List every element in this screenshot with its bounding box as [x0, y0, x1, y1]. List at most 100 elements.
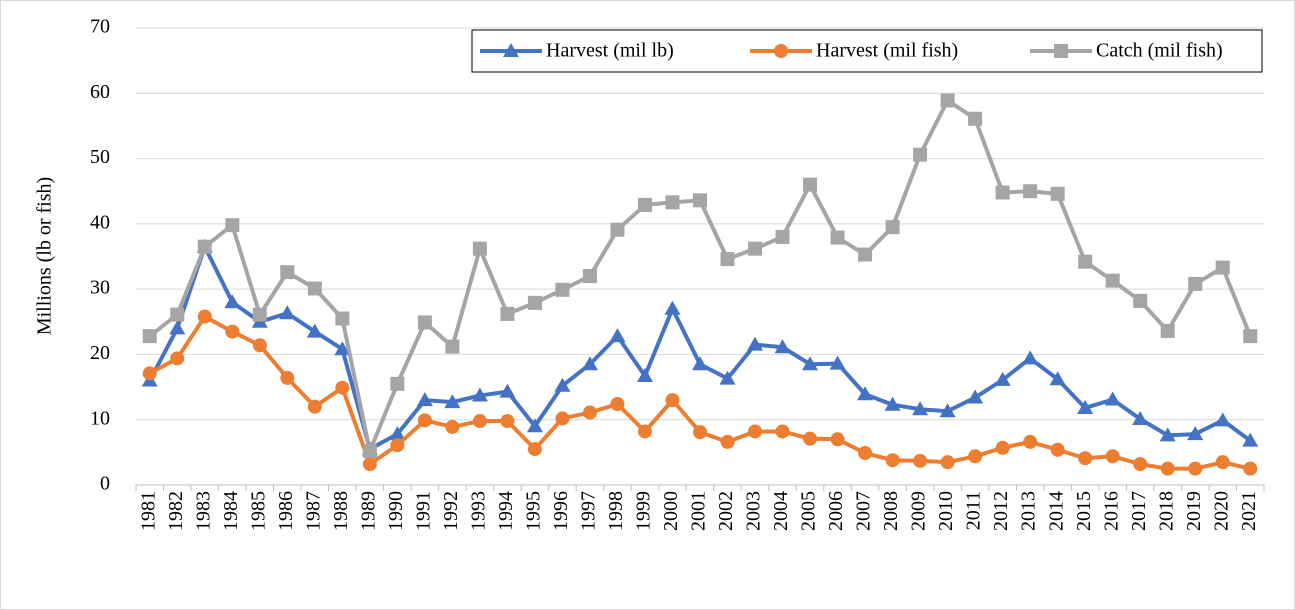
data-point — [1133, 293, 1148, 308]
data-point — [1077, 399, 1094, 414]
data-point — [637, 424, 652, 439]
data-point — [389, 426, 406, 441]
data-point — [1160, 323, 1175, 338]
data-point — [225, 218, 240, 233]
data-point — [1105, 273, 1120, 288]
data-point — [555, 411, 570, 426]
data-point — [1187, 426, 1204, 441]
data-point — [1078, 254, 1093, 269]
data-point — [747, 336, 764, 351]
data-point — [857, 386, 874, 401]
y-tick-label: 40 — [90, 211, 110, 233]
x-tick-label: 2008 — [880, 491, 902, 531]
data-point — [500, 414, 515, 429]
data-point — [445, 339, 460, 354]
data-point — [444, 394, 461, 409]
data-point — [1049, 371, 1066, 386]
x-tick-label: 2009 — [908, 491, 930, 531]
data-point — [142, 329, 157, 344]
data-point — [775, 229, 790, 244]
data-point — [1133, 457, 1148, 472]
x-tick-label: 2016 — [1100, 491, 1122, 531]
x-tick-label: 1989 — [357, 491, 379, 531]
data-point — [1050, 186, 1065, 201]
data-point — [334, 341, 351, 356]
x-tick-label: 1986 — [275, 491, 297, 531]
x-tick-label: 2001 — [688, 491, 710, 531]
data-point — [1023, 184, 1038, 199]
legend: Harvest (mil lb) Harvest (mil fish) Catch … — [471, 29, 1263, 73]
data-point — [335, 311, 350, 326]
data-point — [995, 185, 1010, 200]
data-point — [968, 449, 983, 464]
legend-label: Catch (mil fish) — [1096, 40, 1223, 62]
x-tick-label: 1985 — [247, 491, 269, 531]
data-point — [1104, 391, 1121, 406]
y-axis-label: Millions (lb or fish) — [34, 177, 56, 335]
data-point — [830, 230, 845, 245]
data-point — [582, 405, 597, 420]
x-tick-label: 1992 — [440, 491, 462, 531]
y-tick-label: 60 — [90, 81, 110, 103]
data-point — [1050, 442, 1065, 457]
legend-marker — [774, 44, 788, 58]
data-point — [664, 300, 681, 315]
data-point — [527, 442, 542, 457]
data-point — [720, 434, 735, 449]
data-point — [280, 370, 295, 385]
x-tick-label: 1993 — [467, 491, 489, 531]
x-tick-label: 1990 — [385, 491, 407, 531]
data-point — [1023, 434, 1038, 449]
x-tick-label: 1995 — [523, 491, 545, 531]
data-point — [665, 195, 680, 210]
x-tick-label: 1988 — [330, 491, 352, 531]
x-tick-label: 2003 — [743, 491, 765, 531]
data-point — [362, 457, 377, 472]
data-point — [858, 446, 873, 461]
data-point — [802, 356, 819, 371]
legend-box — [471, 29, 1263, 73]
data-point — [720, 252, 735, 267]
data-point — [280, 265, 295, 280]
data-point — [637, 197, 652, 212]
data-point — [307, 399, 322, 414]
data-point — [142, 366, 157, 381]
x-tick-label: 1982 — [165, 491, 187, 531]
data-point — [692, 356, 708, 371]
data-point — [719, 370, 736, 385]
x-tick-label: 2015 — [1073, 491, 1095, 531]
x-tick-label: 1983 — [192, 491, 214, 531]
legend-marker — [503, 43, 519, 57]
x-tick-label: 2011 — [963, 491, 985, 530]
data-point — [665, 393, 680, 408]
x-tick-label: 2006 — [825, 491, 847, 531]
data-point — [1243, 461, 1258, 476]
data-point — [390, 376, 405, 391]
data-point — [417, 413, 432, 428]
data-point — [500, 306, 515, 321]
legend-marker — [1054, 44, 1068, 58]
x-tick-label: 1987 — [302, 491, 324, 531]
y-tick-label: 30 — [90, 277, 110, 299]
data-point — [362, 444, 377, 459]
data-point — [774, 339, 791, 354]
data-point — [554, 377, 571, 392]
y-tick-label: 70 — [90, 16, 110, 38]
data-point — [1215, 455, 1230, 470]
legend-label: Harvest (mil lb) — [546, 40, 674, 62]
data-point — [526, 418, 543, 433]
data-point — [636, 367, 653, 382]
x-tick-label: 2020 — [1210, 491, 1232, 531]
data-point — [581, 356, 598, 371]
x-tick-label: 2004 — [770, 491, 792, 531]
x-tick-label: 2018 — [1155, 491, 1177, 531]
data-point — [1215, 260, 1230, 275]
x-tick-label: 1997 — [578, 491, 600, 531]
data-point — [1160, 461, 1175, 476]
data-point — [170, 351, 185, 366]
data-point — [803, 431, 818, 446]
data-point — [1132, 411, 1149, 426]
data-point — [830, 432, 845, 447]
data-point — [748, 424, 763, 439]
